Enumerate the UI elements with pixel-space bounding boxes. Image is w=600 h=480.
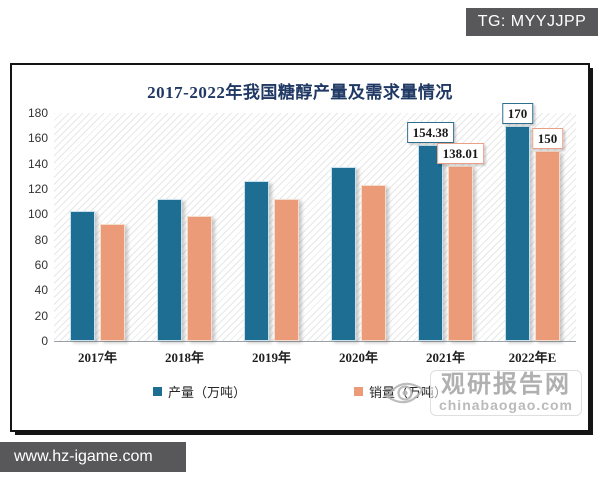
site-watermark: www.hz-igame.com: [0, 442, 186, 472]
legend-swatch: [354, 387, 363, 396]
eye-icon: [385, 382, 425, 404]
chart: 0 20 40 60 80 100 120 140 160 180 154.38 138.01 170…: [22, 102, 576, 366]
chinabaogao-name: 观研报告网: [440, 372, 571, 398]
bar-group: 170 150: [489, 102, 576, 341]
y-tick-label: 80: [34, 232, 48, 247]
data-label: 170: [501, 102, 534, 124]
bar-产量（万吨）-2020年: [331, 167, 356, 341]
bar-销量（万吨）-2019年: [274, 199, 299, 341]
bar-产量（万吨）-2022年E: 170: [501, 102, 534, 341]
bar-group: [141, 113, 228, 341]
bar-销量（万吨）-2017年: [100, 224, 125, 341]
bar-group: [54, 113, 141, 341]
x-tick-label: 2017年: [77, 350, 117, 365]
plot-area: 154.38 138.01 170 150: [54, 102, 576, 342]
bar-销量（万吨）-2021年: 138.01: [436, 143, 485, 341]
y-tick-label: 20: [34, 308, 48, 323]
chart-panel: 2017-2022年我国糖醇产量及需求量情况 0 20 40 60 80 100 120 14…: [10, 63, 590, 432]
y-tick-label: 160: [27, 131, 48, 146]
y-tick-label: 60: [34, 258, 48, 272]
x-tick-label: 2018年: [164, 350, 204, 365]
bar-销量（万吨）-2022年E: 150: [531, 128, 564, 341]
bar-产量（万吨）-2017年: [70, 210, 95, 341]
data-label: 150: [531, 128, 564, 149]
legend-item: 产量（万吨）: [152, 382, 246, 401]
x-tick-label: 2021年: [425, 350, 465, 365]
site-watermark-text: www.hz-igame.com: [14, 448, 153, 465]
x-tick-label: 2022年E: [508, 350, 557, 365]
bar-产量（万吨）-2021年: 154.38: [406, 122, 455, 341]
x-tick-label: 2019年: [251, 350, 291, 365]
legend-swatch: [152, 387, 162, 396]
y-tick-label: 140: [27, 156, 48, 171]
x-tick-label: 2020年: [338, 350, 378, 365]
chinabaogao-url: chinabaogao.com: [438, 397, 573, 413]
data-label: 154.38: [406, 122, 455, 144]
bar-销量（万吨）-2018年: [187, 215, 212, 341]
y-tick-label: 180: [27, 106, 48, 120]
bar-销量（万吨）-2020年: [361, 185, 386, 341]
bar-产量（万吨）-2018年: [157, 199, 182, 341]
y-axis: 0 20 40 60 80 100 120 140 160 180: [22, 106, 54, 348]
y-tick-label: 120: [27, 182, 48, 196]
y-tick-label: 0: [41, 334, 48, 348]
bar-group: [315, 113, 402, 341]
tg-watermark: TG: MYYJJPP: [466, 8, 598, 36]
bar-group: 154.38 138.01: [402, 113, 489, 341]
chart-title: 2017-2022年我国糖醇产量及需求量情况: [147, 83, 453, 102]
legend-label: 产量（万吨）: [167, 385, 246, 400]
y-tick-label: 100: [27, 207, 48, 222]
chinabaogao-watermark: 观研报告网 chinabaogao.com: [384, 370, 582, 416]
y-tick-label: 40: [34, 283, 48, 298]
data-label: 138.01: [436, 143, 485, 165]
tg-watermark-text: TG: MYYJJPP: [477, 13, 587, 30]
x-axis: 2017年 2018年 2019年 2020年 2021年 2022年E: [54, 342, 576, 366]
bar-group: [228, 113, 315, 341]
chart-main: 154.38 138.01 170 150 2017年 2018年 2019年 2020年 2…: [54, 102, 576, 366]
bar-产量（万吨）-2019年: [244, 181, 269, 341]
chinabaogao-box: 观研报告网 chinabaogao.com: [429, 370, 582, 416]
